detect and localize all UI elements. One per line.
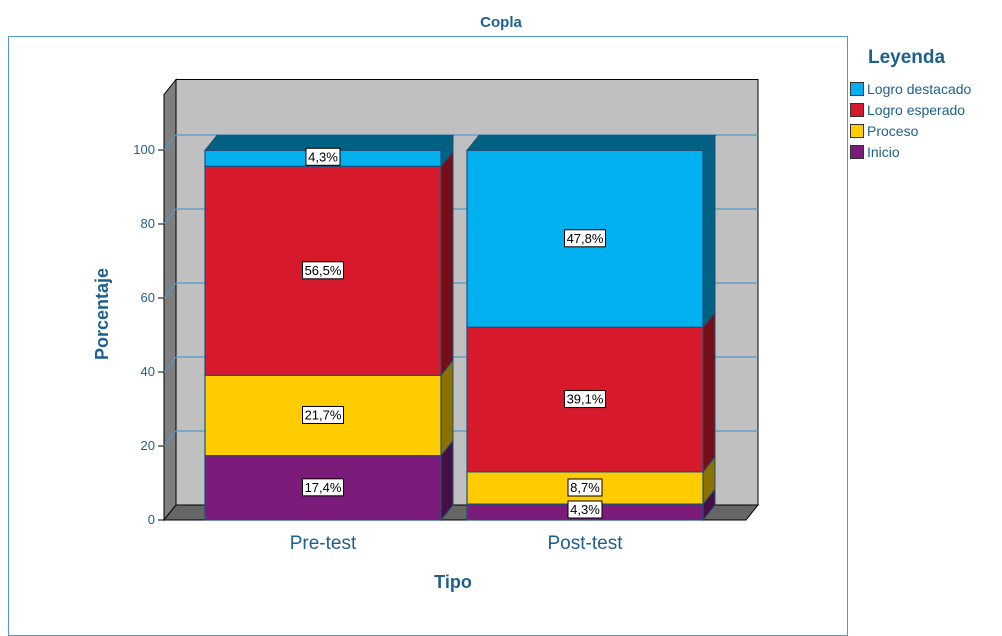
data-label-text: 39,1%: [567, 392, 604, 407]
legend-item: Inicio: [850, 141, 971, 162]
data-label-box: [564, 390, 606, 409]
data-label: 56,5%: [302, 261, 344, 280]
gridline-side: [163, 356, 177, 373]
legend-title: Leyenda: [868, 47, 946, 68]
x-axis-title: Tipo: [434, 572, 472, 592]
bar-side: [440, 358, 454, 458]
legend-swatch: [850, 123, 864, 138]
data-label-box: [564, 229, 606, 248]
data-label-box: [567, 500, 603, 519]
data-label-box: [567, 478, 603, 497]
data-label: 39,1%: [564, 390, 606, 409]
x-category-label: Pre-test: [290, 533, 357, 554]
data-label: 8,7%: [567, 478, 603, 497]
legend-label: Proceso: [867, 122, 919, 139]
legend-swatch: [850, 102, 864, 117]
data-label-text: 21,7%: [305, 407, 342, 422]
data-label-box: [302, 405, 344, 424]
bar-side: [702, 133, 716, 329]
legend: Logro destacado Logro esperado Proceso Inic…: [850, 78, 971, 162]
bar-top: [465, 134, 717, 151]
chart-title: Copla: [480, 14, 522, 31]
y-tick-label: 20: [141, 438, 155, 453]
legend-swatch: [850, 81, 864, 96]
bar-side: [440, 149, 454, 377]
legend-label: Inicio: [867, 143, 900, 160]
legend-item: Proceso: [850, 120, 971, 141]
y-tick-label: 80: [141, 216, 155, 231]
gridline-side: [163, 430, 177, 447]
data-label-text: 47,8%: [567, 231, 604, 246]
legend-item: Logro destacado: [850, 78, 971, 99]
legend-label: Logro esperado: [867, 101, 966, 118]
data-label-text: 56,5%: [305, 263, 342, 278]
x-category-label: Post-test: [548, 533, 624, 554]
legend-swatch: [850, 144, 864, 159]
data-label: 4,3%: [567, 500, 603, 519]
data-label: 47,8%: [564, 229, 606, 248]
y-tick-label: 0: [148, 512, 155, 527]
gridline-side: [163, 208, 177, 225]
legend-item: Logro esperado: [850, 99, 971, 120]
bar-side: [702, 310, 716, 474]
data-label: 21,7%: [302, 405, 344, 424]
y-axis-title: Porcentaje: [92, 268, 112, 360]
data-label-text: 17,4%: [305, 480, 342, 495]
data-label-text: 4,3%: [308, 149, 338, 164]
data-label-text: 4,3%: [570, 502, 600, 517]
data-label: 17,4%: [302, 478, 344, 497]
gridline-side: [163, 282, 177, 299]
data-label: 4,3%: [305, 147, 341, 166]
y-tick-label: 40: [141, 364, 155, 379]
y-tick-label: 60: [141, 290, 155, 305]
data-label-box: [302, 478, 344, 497]
left-wall: [163, 78, 177, 522]
data-label-box: [305, 147, 341, 166]
data-label-text: 8,7%: [570, 480, 600, 495]
legend-label: Logro destacado: [867, 80, 972, 97]
bar-top: [203, 134, 455, 151]
y-tick-label: 100: [133, 142, 155, 157]
gridline-side: [163, 134, 177, 151]
data-label-box: [302, 261, 344, 280]
